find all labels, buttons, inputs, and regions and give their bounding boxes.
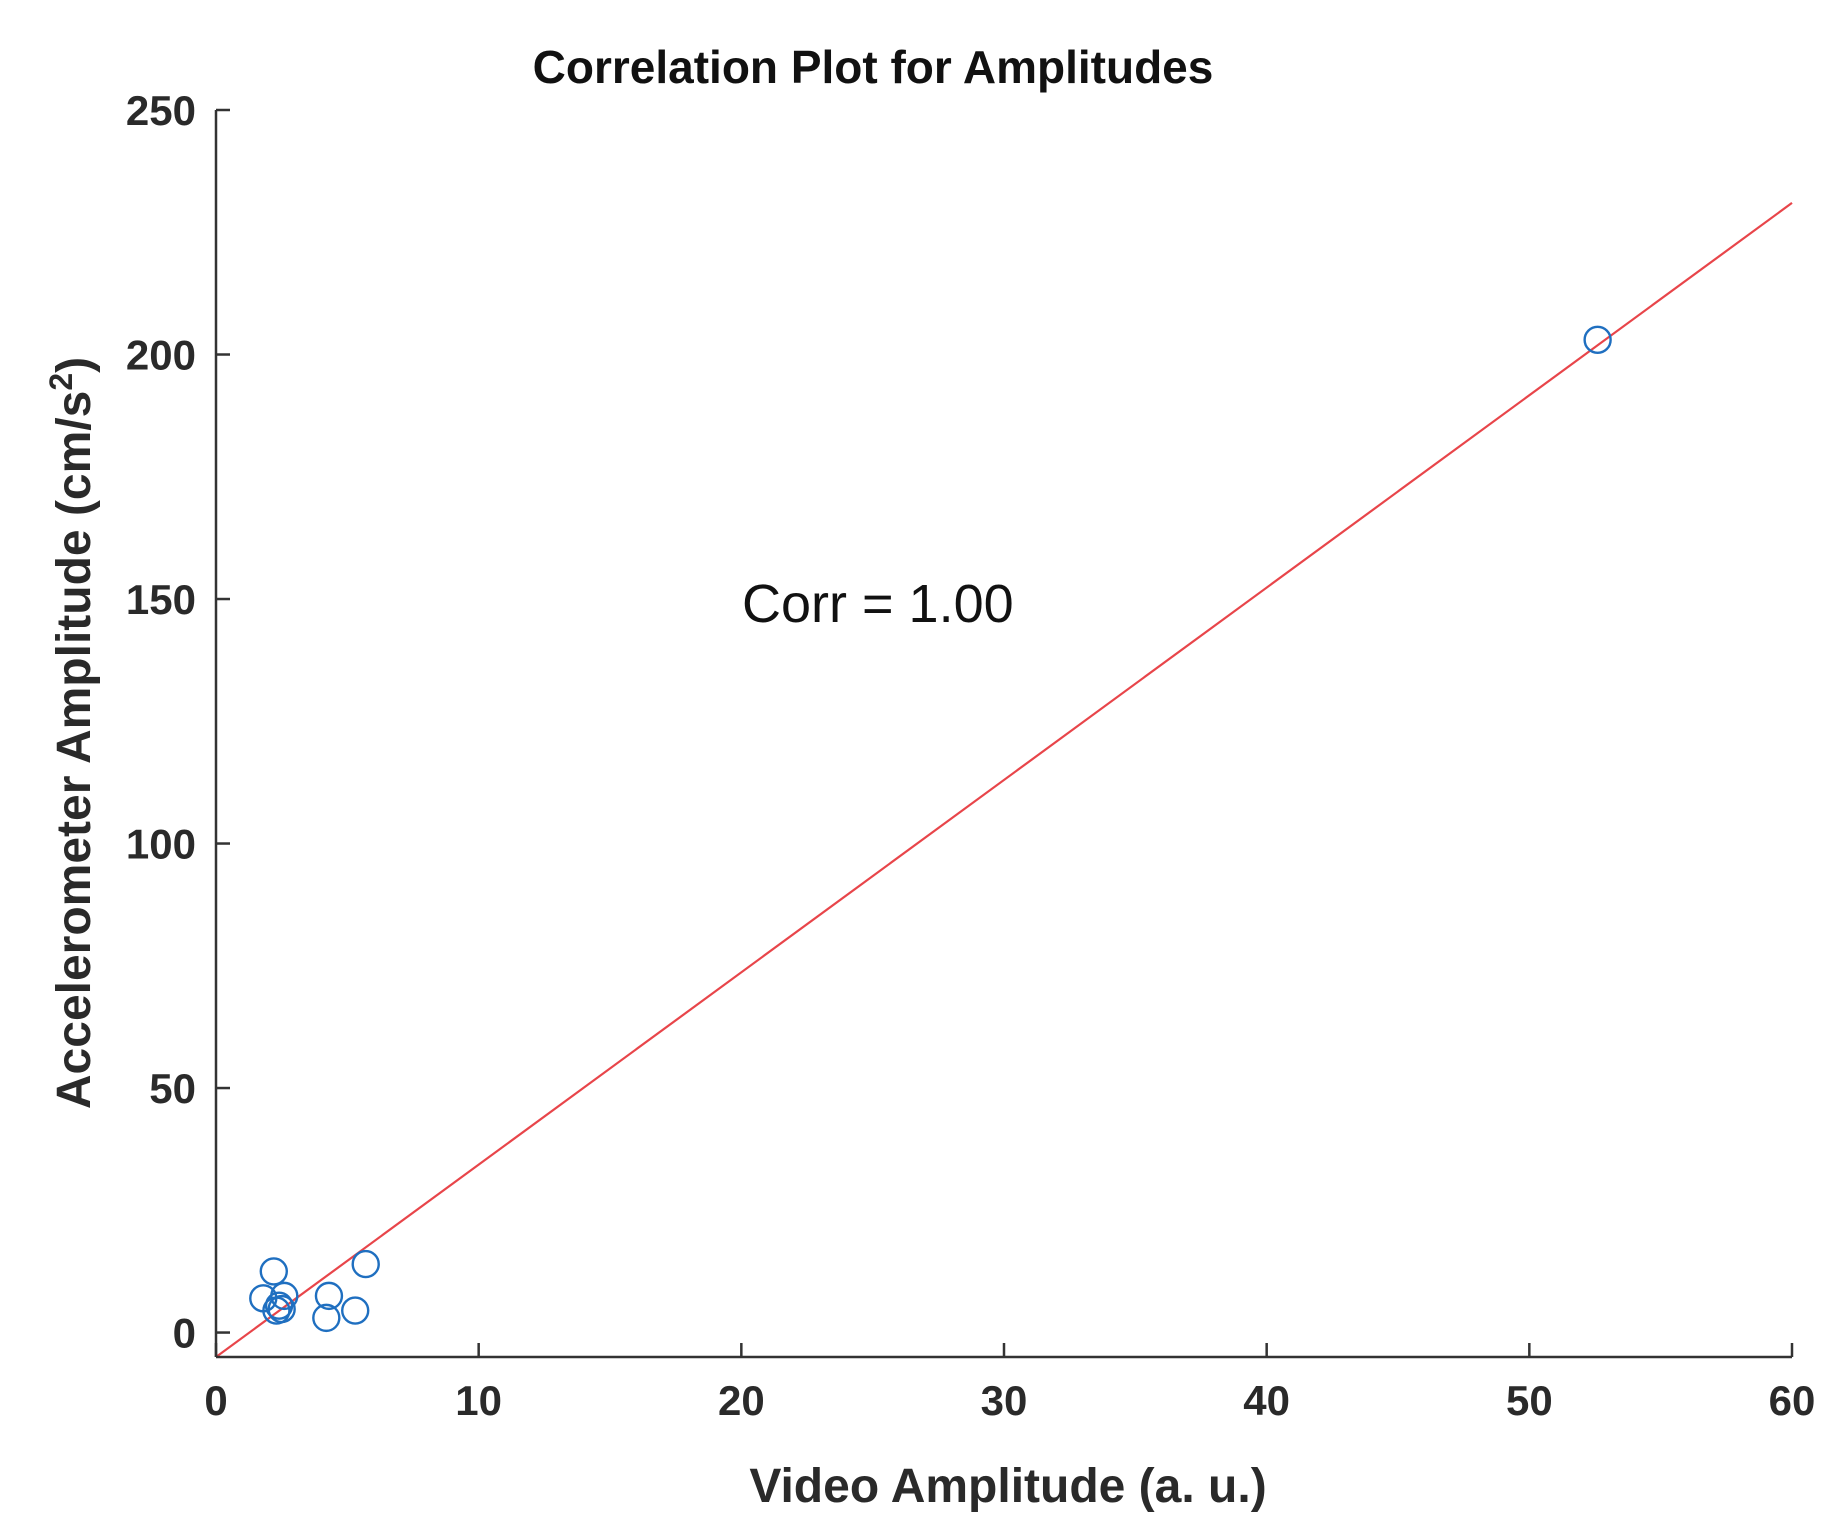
x-tick-label: 10 <box>455 1377 502 1424</box>
fit-line-layer <box>215 202 1793 1358</box>
y-tick-label: 50 <box>149 1065 196 1112</box>
x-tick-label: 40 <box>1243 1377 1290 1424</box>
x-tick-label: 20 <box>718 1377 765 1424</box>
data-point <box>267 1294 296 1324</box>
data-point <box>351 1249 380 1279</box>
data-points <box>249 325 1612 1333</box>
chart-title: Correlation Plot for Amplitudes <box>533 41 1214 93</box>
fit-line <box>215 202 1793 1358</box>
y-tick-label: 0 <box>173 1310 196 1357</box>
tick-marks: 0 10 20 30 40 50 60 0 50 100 150 200 250 <box>126 87 1815 1424</box>
y-axis-label: Accelerometer Amplitude (cm/s2) <box>43 357 101 1109</box>
data-point <box>312 1303 341 1333</box>
y-axis-label-superscript: 2 <box>43 373 79 391</box>
correlation-annotation: Corr = 1.00 <box>742 574 1014 634</box>
x-tick-label: 0 <box>204 1377 227 1424</box>
data-point <box>270 1281 299 1311</box>
x-tick-label: 30 <box>981 1377 1028 1424</box>
data-point <box>314 1281 344 1311</box>
axes <box>214 110 1792 1359</box>
y-tick-label: 150 <box>126 576 196 623</box>
x-tick-label: 60 <box>1769 1377 1816 1424</box>
y-tick-label: 250 <box>126 87 196 134</box>
y-tick-label: 200 <box>126 332 196 379</box>
y-tick-label: 100 <box>126 821 196 868</box>
y-axis-label-suffix: ) <box>48 357 101 373</box>
x-tick-label: 50 <box>1506 1377 1553 1424</box>
data-point <box>259 1257 288 1286</box>
x-axis-label: Video Amplitude (a. u.) <box>749 1460 1266 1513</box>
y-axis-label-main: Accelerometer Amplitude (cm/s <box>48 391 101 1109</box>
data-point <box>341 1296 370 1325</box>
data-point <box>1583 325 1612 355</box>
